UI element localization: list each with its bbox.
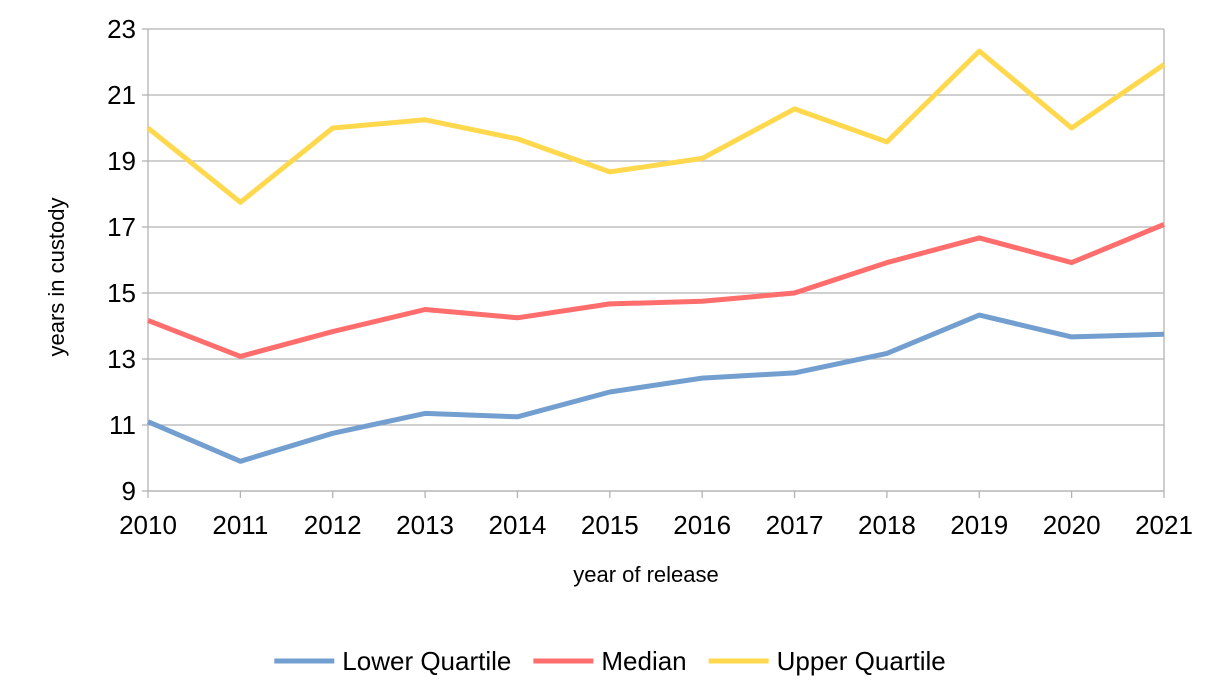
x-tick-label: 2018 bbox=[858, 510, 916, 540]
x-tick-label: 2015 bbox=[581, 510, 639, 540]
y-tick-label: 23 bbox=[107, 14, 136, 44]
x-tick-labels: 2010 2011 2012 2013 2014 2015 2016 2017 2018 2019… bbox=[119, 510, 1193, 540]
axes bbox=[142, 28, 1165, 498]
x-tick-label: 2021 bbox=[1135, 510, 1193, 540]
y-tick-label: 13 bbox=[107, 344, 136, 374]
x-tick-label: 2019 bbox=[950, 510, 1008, 540]
legend-label: Upper Quartile bbox=[777, 646, 946, 676]
y-axis-title: years in custody bbox=[44, 198, 69, 357]
x-tick-label: 2012 bbox=[304, 510, 362, 540]
legend-item-median: Median bbox=[533, 646, 687, 676]
legend: Lower Quartile Median Upper Quartile bbox=[274, 646, 946, 676]
series-line-lower-quartile bbox=[147, 312, 1165, 464]
y-tick-label: 9 bbox=[122, 476, 136, 506]
series-line-upper-quartile bbox=[146, 48, 1166, 205]
x-tick-label: 2020 bbox=[1043, 510, 1101, 540]
series-lines bbox=[146, 48, 1166, 464]
x-tick-label: 2017 bbox=[766, 510, 824, 540]
legend-item-lower-quartile: Lower Quartile bbox=[274, 646, 511, 676]
y-tick-label: 19 bbox=[107, 146, 136, 176]
legend-label: Median bbox=[601, 646, 686, 676]
y-tick-label: 15 bbox=[107, 278, 136, 308]
y-tick-label: 11 bbox=[109, 410, 136, 440]
x-tick-label: 2011 bbox=[212, 510, 268, 540]
x-tick-label: 2014 bbox=[489, 510, 547, 540]
legend-item-upper-quartile: Upper Quartile bbox=[708, 646, 946, 676]
y-tick-label: 17 bbox=[107, 212, 136, 242]
y-tick-label: 21 bbox=[107, 80, 136, 110]
x-tick-label: 2010 bbox=[119, 510, 177, 540]
gridlines bbox=[148, 28, 1164, 492]
x-tick-label: 2016 bbox=[673, 510, 731, 540]
x-tick-label: 2013 bbox=[396, 510, 454, 540]
y-tick-labels: 9 11 13 15 17 19 21 23 bbox=[107, 14, 136, 506]
legend-label: Lower Quartile bbox=[342, 646, 511, 676]
x-axis-title: year of release bbox=[573, 562, 719, 587]
series-line-median bbox=[147, 222, 1165, 359]
